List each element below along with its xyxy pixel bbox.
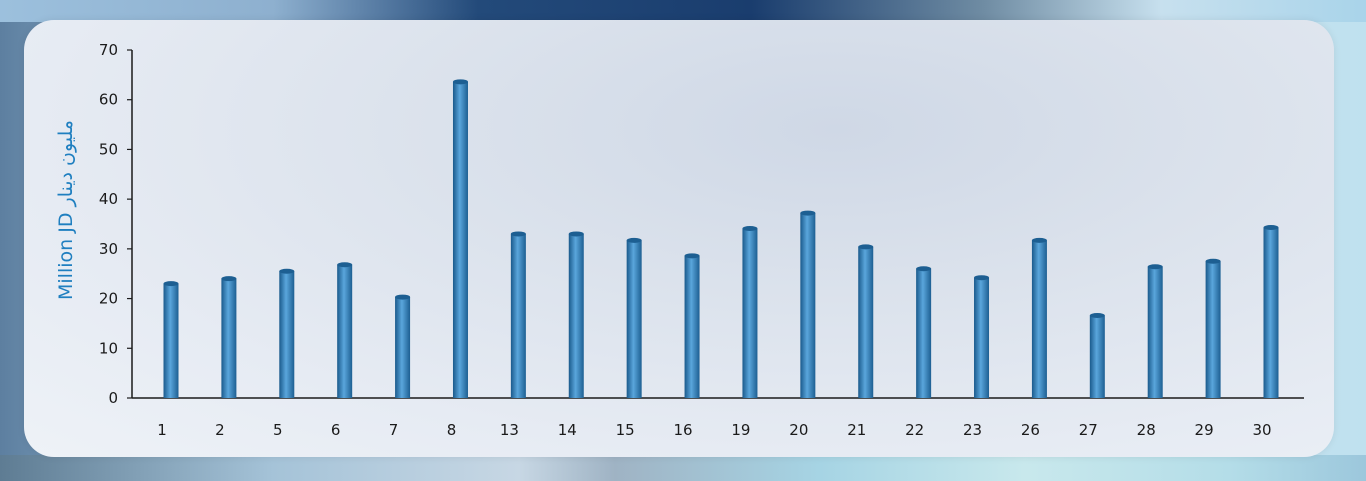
x-tick-label: 27 <box>1079 421 1098 439</box>
y-tick-labels: 0 10 20 30 40 50 60 70 <box>99 41 118 407</box>
bar <box>1205 261 1221 398</box>
bar-cap <box>568 231 584 237</box>
bar-cap <box>1147 264 1163 270</box>
bar <box>452 81 468 399</box>
bar-cap <box>742 225 758 231</box>
y-tick-label: 70 <box>99 41 118 59</box>
x-tick-label: 8 <box>447 421 457 439</box>
bar-cap <box>510 231 526 237</box>
bar <box>568 233 584 398</box>
bar-cap <box>279 268 295 274</box>
bar-cap <box>858 244 874 250</box>
x-tick-label: 30 <box>1252 421 1271 439</box>
x-tick-label: 2 <box>215 421 225 439</box>
bar <box>800 213 816 398</box>
bar <box>684 255 700 398</box>
y-tick-label: 40 <box>99 190 118 208</box>
y-tick-label: 60 <box>99 91 118 109</box>
x-tick-label: 13 <box>500 421 519 439</box>
x-tick-label: 29 <box>1195 421 1214 439</box>
bar <box>858 246 874 398</box>
x-tick-label: 19 <box>731 421 750 439</box>
y-tick-label: 0 <box>108 389 118 407</box>
bar-cap <box>395 294 411 300</box>
bar <box>510 233 526 398</box>
bar-cap <box>1263 224 1279 230</box>
x-tick-label: 7 <box>389 421 399 439</box>
bar-cap <box>452 79 468 85</box>
bar-cap <box>221 276 237 282</box>
x-tick-label: 26 <box>1021 421 1040 439</box>
bar <box>337 264 353 398</box>
x-tick-label: 20 <box>789 421 808 439</box>
x-tick-label: 16 <box>674 421 693 439</box>
bar <box>395 297 411 398</box>
y-axis-title: Million JD مليون دينار <box>55 120 77 300</box>
y-tick-label: 30 <box>99 240 118 258</box>
bar <box>974 277 990 398</box>
axes <box>127 49 1304 399</box>
y-tick-label: 20 <box>99 290 118 308</box>
x-tick-label: 5 <box>273 421 283 439</box>
top-decorative-strip <box>0 0 1366 22</box>
bottom-decorative-strip <box>0 455 1366 481</box>
y-tick-label: 50 <box>99 140 118 158</box>
bar <box>916 268 932 398</box>
bar <box>1147 266 1163 398</box>
bar <box>279 271 295 398</box>
x-tick-label: 21 <box>847 421 866 439</box>
bar-cap <box>163 281 179 287</box>
bar-cap <box>1031 237 1047 243</box>
bar <box>1089 315 1105 398</box>
x-tick-label: 23 <box>963 421 982 439</box>
bar-cap <box>684 253 700 259</box>
bar-cap <box>916 266 932 272</box>
bar-cap <box>974 275 990 281</box>
x-tick-label: 6 <box>331 421 341 439</box>
y-tick-label: 10 <box>99 339 118 357</box>
x-tick-label: 28 <box>1137 421 1156 439</box>
x-tick-label: 22 <box>905 421 924 439</box>
x-tick-label: 1 <box>157 421 167 439</box>
bar <box>742 228 758 398</box>
bars <box>163 79 1279 399</box>
bar <box>163 283 179 398</box>
bar <box>1031 240 1047 398</box>
x-tick-label: 15 <box>616 421 635 439</box>
bar-cap <box>337 262 353 268</box>
chart-card <box>24 20 1334 457</box>
x-tick-labels: 1 2 5 6 7 8 13 14 15 16 19 20 21 22 23 26 27 28 29 30 <box>157 421 1271 439</box>
bar-cap <box>1089 312 1105 318</box>
bar <box>1263 227 1279 398</box>
x-tick-label: 14 <box>558 421 577 439</box>
bar-cap <box>800 210 816 216</box>
bar-cap <box>1205 258 1221 264</box>
bar <box>221 278 237 398</box>
bar-cap <box>626 237 642 243</box>
bar <box>626 240 642 398</box>
